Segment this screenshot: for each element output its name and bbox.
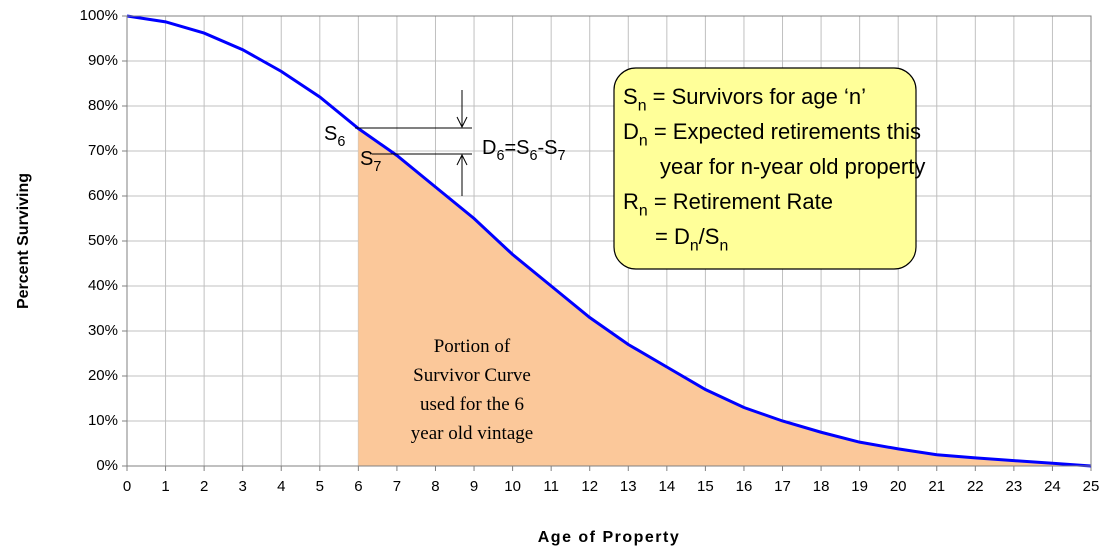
x-tick-label: 25: [1083, 478, 1100, 495]
shade-text: year old vintage: [411, 423, 533, 444]
x-tick-label: 16: [736, 478, 753, 495]
text-part: D: [623, 119, 639, 144]
x-tick-label: 10: [504, 478, 521, 495]
shade-group: [358, 128, 1091, 466]
text-part: /S: [699, 224, 720, 249]
text-part: = Retirement Rate: [648, 189, 833, 214]
y-tick-label: 90%: [88, 52, 118, 69]
d6-label: D6=S6-S7: [482, 137, 566, 164]
x-tick-label: 24: [1044, 478, 1061, 495]
subscript: n: [639, 133, 648, 150]
definition-box: [613, 67, 917, 270]
box-line: Rn = Retirement Rate: [623, 189, 833, 220]
shaded-area: [358, 128, 1091, 466]
y-tick-label: 60%: [88, 187, 118, 204]
text-part: year for n-year old property: [660, 154, 925, 179]
x-tick-label: 5: [316, 478, 324, 495]
x-tick-label: 2: [200, 478, 208, 495]
x-tick-label: 3: [239, 478, 247, 495]
y-tick-label: 0%: [96, 457, 118, 474]
subscript: 6: [530, 148, 538, 164]
x-tick-label: 15: [697, 478, 714, 495]
box-line: year for n-year old property: [660, 154, 925, 179]
x-tick-label: 7: [393, 478, 401, 495]
y-tick-label: 50%: [88, 232, 118, 249]
subscript: 6: [496, 148, 504, 164]
shade-text: Survivor Curve: [413, 365, 531, 386]
text-part: R: [623, 189, 639, 214]
text-part: S: [623, 84, 638, 109]
y-tick-label: 40%: [88, 277, 118, 294]
x-tick-label: 9: [470, 478, 478, 495]
box-line: Dn = Expected retirements this: [623, 119, 921, 150]
subscript: 6: [337, 134, 345, 150]
arrow-head: [456, 153, 468, 166]
x-tick-label: 23: [1006, 478, 1023, 495]
s7-label: S7: [360, 148, 381, 175]
plot: [126, 14, 1092, 468]
x-tick-label: 18: [813, 478, 830, 495]
y-tick-label: 10%: [88, 412, 118, 429]
text-part: S: [324, 123, 337, 145]
x-tick-label: 12: [581, 478, 598, 495]
x-tick-label: 21: [928, 478, 945, 495]
survivor-curve: [126, 14, 1092, 468]
x-axis-title: Age of Property: [538, 529, 681, 546]
s6-label: S6: [324, 123, 345, 150]
x-tick-label: 1: [161, 478, 169, 495]
x-tick-label: 13: [620, 478, 637, 495]
x-tick-label: 11: [543, 478, 559, 495]
x-tick-label: 14: [658, 478, 675, 495]
subscript: 7: [558, 148, 566, 164]
shade-text: used for the 6: [420, 394, 524, 415]
text-part: = Expected retirements this: [648, 119, 921, 144]
text-part: = Survivors for age ‘n’: [647, 84, 866, 109]
subscript: n: [638, 98, 647, 115]
x-tick-label: 22: [967, 478, 984, 495]
y-tick-label: 80%: [88, 97, 118, 114]
arrow-head: [456, 116, 468, 129]
subscript: n: [690, 238, 699, 255]
subscript: n: [639, 203, 648, 220]
text-part: = D: [655, 224, 690, 249]
x-tick-label: 0: [123, 478, 131, 495]
box-line: = Dn/Sn: [655, 224, 728, 255]
text-part: =S: [504, 137, 529, 159]
y-tick-label: 30%: [88, 322, 118, 339]
box-line: Sn = Survivors for age ‘n’: [623, 84, 866, 115]
plot-border: [126, 15, 1092, 467]
text-part: D: [482, 137, 496, 159]
x-tick-label: 20: [890, 478, 907, 495]
text-part: S: [360, 148, 373, 170]
subscript: 7: [373, 159, 381, 175]
shade-text: Portion of: [434, 336, 511, 357]
x-tick-label: 8: [431, 478, 439, 495]
y-axis-title: Percent Surviving: [15, 173, 32, 309]
x-tick-label: 19: [851, 478, 868, 495]
text-part: -S: [538, 137, 558, 159]
x-tick-label: 6: [354, 478, 362, 495]
y-tick-label: 100%: [80, 7, 118, 24]
subscript: n: [719, 238, 728, 255]
y-tick-label: 70%: [88, 142, 118, 159]
x-tick-label: 4: [277, 478, 285, 495]
x-tick-label: 17: [774, 478, 791, 495]
y-tick-label: 20%: [88, 367, 118, 384]
